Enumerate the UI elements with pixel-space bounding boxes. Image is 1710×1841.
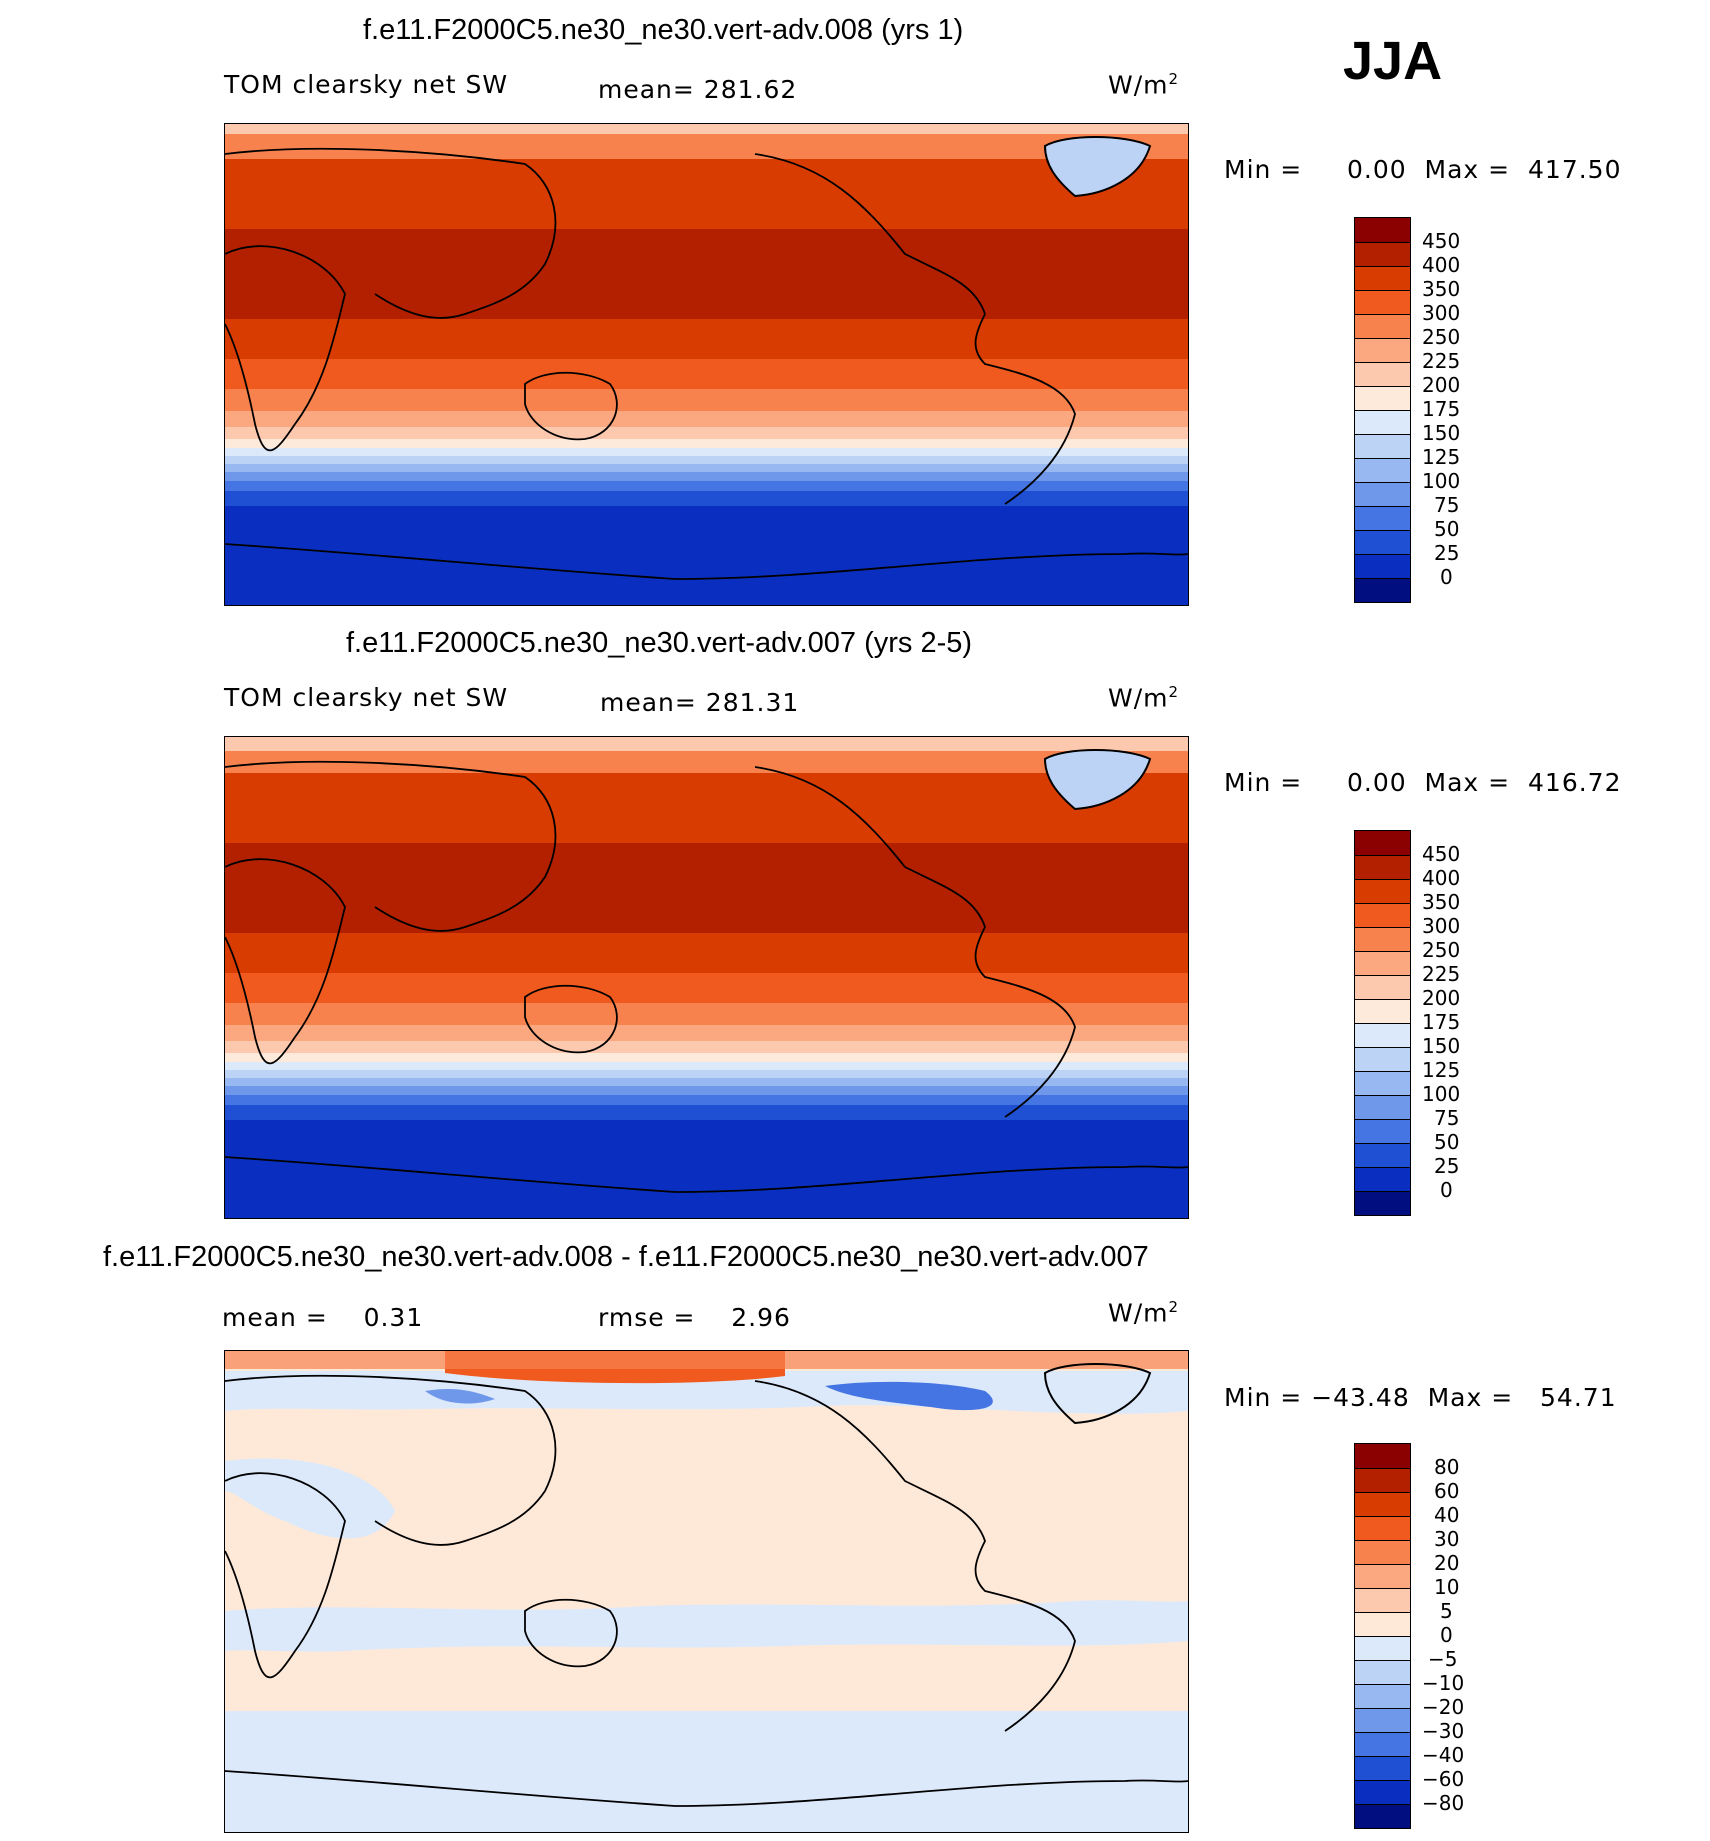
units-label: W/m2 <box>1108 70 1180 100</box>
colorbar-tick: 450 <box>1422 229 1461 253</box>
panel-title: f.e11.F2000C5.ne30_ne30.vert-adv.008 - f… <box>103 1241 1149 1273</box>
minmax-label: Min = 0.00 Max = 417.50 <box>1224 155 1622 184</box>
colorbar-tick: 175 <box>1422 1010 1461 1034</box>
colorbar-tick: 100 <box>1422 469 1461 493</box>
colorbar-tick: −5 <box>1428 1647 1458 1671</box>
season-label: JJA <box>1343 31 1443 91</box>
colorbar-tick: 75 <box>1434 1106 1460 1130</box>
colorbar <box>1354 830 1411 1216</box>
map-field <box>224 1350 1189 1833</box>
colorbar-tick: 20 <box>1434 1551 1460 1575</box>
colorbar-tick: 100 <box>1422 1082 1461 1106</box>
colorbar-tick: 125 <box>1422 1058 1461 1082</box>
contour-map <box>225 124 1188 605</box>
colorbar-tick: 50 <box>1434 1130 1460 1154</box>
colorbar-tick: 150 <box>1422 1034 1461 1058</box>
colorbar-tick: 30 <box>1434 1527 1460 1551</box>
colorbar-tick: 350 <box>1422 277 1461 301</box>
map-field <box>224 123 1189 606</box>
colorbar-tick: 60 <box>1434 1479 1460 1503</box>
contour-map <box>225 1351 1188 1832</box>
colorbar-tick: 25 <box>1434 541 1460 565</box>
colorbar-tick: 50 <box>1434 517 1460 541</box>
colorbar-tick: 450 <box>1422 842 1461 866</box>
colorbar-tick: 225 <box>1422 962 1461 986</box>
minmax-label: Min = 0.00 Max = 416.72 <box>1224 768 1622 797</box>
colorbar-tick: 300 <box>1422 301 1461 325</box>
mean-label: mean= 281.62 <box>598 75 798 104</box>
colorbar-tick: −60 <box>1422 1767 1465 1791</box>
colorbar-tick: −40 <box>1422 1743 1465 1767</box>
colorbar-tick: 400 <box>1422 253 1461 277</box>
colorbar-tick: −30 <box>1422 1719 1465 1743</box>
colorbar-tick: 200 <box>1422 373 1461 397</box>
panel-title: f.e11.F2000C5.ne30_ne30.vert-adv.008 (yr… <box>363 14 964 46</box>
colorbar-tick: 225 <box>1422 349 1461 373</box>
colorbar-tick: 10 <box>1434 1575 1460 1599</box>
map-field <box>224 736 1189 1219</box>
colorbar-tick: 0 <box>1440 1178 1453 1202</box>
variable-label: TOM clearsky net SW <box>224 683 509 712</box>
contour-map <box>225 737 1188 1218</box>
colorbar-tick: −10 <box>1422 1671 1465 1695</box>
colorbar-tick: 5 <box>1440 1599 1453 1623</box>
colorbar-tick: 0 <box>1440 1623 1453 1647</box>
colorbar-tick: 250 <box>1422 325 1461 349</box>
colorbar-tick: 175 <box>1422 397 1461 421</box>
colorbar-tick: 350 <box>1422 890 1461 914</box>
minmax-label: Min = −43.48 Max = 54.71 <box>1224 1383 1617 1412</box>
colorbar-tick: 0 <box>1440 565 1453 589</box>
units-label: W/m2 <box>1108 683 1180 713</box>
variable-label: TOM clearsky net SW <box>224 70 509 99</box>
colorbar-tick: 125 <box>1422 445 1461 469</box>
colorbar-tick: 150 <box>1422 421 1461 445</box>
colorbar-tick: −20 <box>1422 1695 1465 1719</box>
colorbar-tick: −80 <box>1422 1791 1465 1815</box>
colorbar-tick: 400 <box>1422 866 1461 890</box>
units-label: W/m2 <box>1108 1298 1180 1328</box>
panel-title: f.e11.F2000C5.ne30_ne30.vert-adv.007 (yr… <box>346 627 973 659</box>
mean-label: mean= 281.31 <box>600 688 800 717</box>
colorbar-tick: 75 <box>1434 493 1460 517</box>
colorbar-tick: 25 <box>1434 1154 1460 1178</box>
rmse-label: rmse = 2.96 <box>598 1303 791 1332</box>
colorbar-tick: 250 <box>1422 938 1461 962</box>
colorbar <box>1354 217 1411 603</box>
colorbar-tick: 300 <box>1422 914 1461 938</box>
colorbar-tick: 40 <box>1434 1503 1460 1527</box>
colorbar-tick: 80 <box>1434 1455 1460 1479</box>
colorbar-tick: 200 <box>1422 986 1461 1010</box>
colorbar <box>1354 1443 1411 1829</box>
mean-label: mean = 0.31 <box>222 1303 424 1332</box>
